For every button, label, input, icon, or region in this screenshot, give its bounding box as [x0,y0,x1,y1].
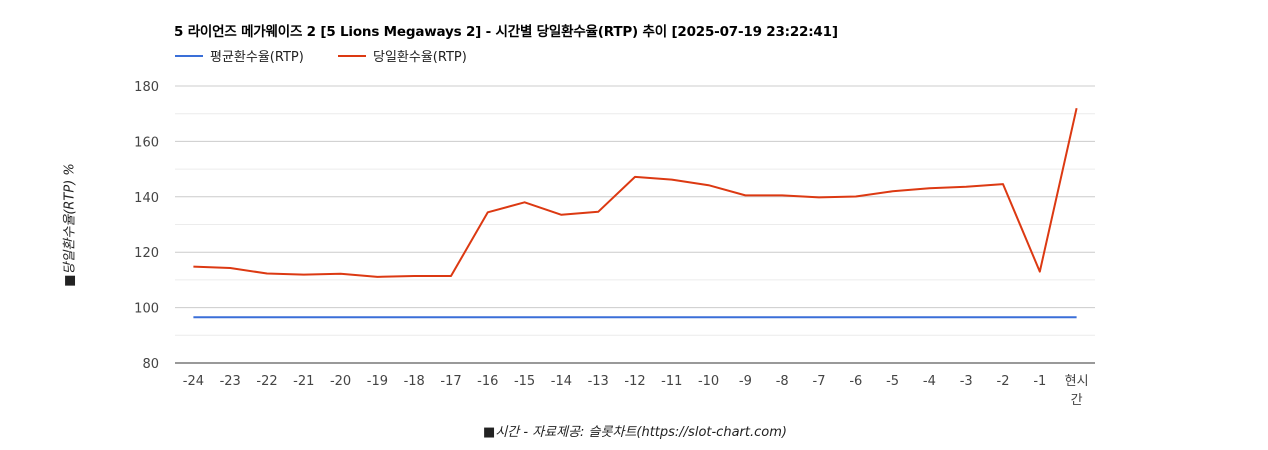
y-tick-label: 140 [134,191,159,206]
x-tick-label: -17 [440,374,461,389]
x-tick-label: -12 [624,374,645,389]
x-tick-label: -18 [404,374,425,389]
x-tick-label: -9 [739,374,752,389]
legend-swatch-average [175,54,203,57]
x-tick-label: -8 [776,374,789,389]
x-tick-label: -4 [923,374,936,389]
x-tick-label: -20 [330,374,351,389]
y-tick-label: 160 [134,135,159,150]
x-tick-label: -5 [886,374,899,389]
x-tick-label: -16 [477,374,498,389]
x-axis-label: ■시간 - 자료제공: 슬롯차트(https://slot-chart.com) [483,425,787,440]
legend-label-daily: 당일환수율(RTP) [373,50,467,65]
x-tick-label: -24 [183,374,204,389]
x-tick-label: -2 [997,374,1010,389]
x-tick-label: -3 [960,374,973,389]
y-tick-label: 180 [134,80,159,95]
legend-swatch-daily [338,54,366,57]
x-tick-label: -22 [256,374,277,389]
legend-item-daily-rtp[interactable]: 당일환수율(RTP) [338,46,467,65]
y-axis-label: ■당일환수율(RTP) % [62,163,78,287]
x-tick-label: -1 [1033,374,1046,389]
legend-item-average-rtp[interactable]: 평균환수율(RTP) [175,46,304,65]
y-tick-label: 100 [134,302,159,317]
y-tick-label: 80 [142,357,159,372]
x-tick-label: 현시 간 [1065,374,1089,408]
x-tick-label: -23 [220,374,241,389]
x-tick-label: -13 [588,374,609,389]
x-tick-label: -15 [514,374,535,389]
series-line-daily-rtp [193,107,1078,278]
x-tick-label: -10 [698,374,719,389]
chart-title: 5 라이언즈 메가웨이즈 2 [5 Lions Megaways 2] - 시간… [174,24,838,40]
x-tick-label: -19 [367,374,388,389]
x-tick-label: -14 [551,374,572,389]
y-tick-label: 120 [134,246,159,261]
x-tick-label: -11 [661,374,682,389]
legend-label-average: 평균환수율(RTP) [210,50,304,65]
x-tick-label: -6 [849,374,862,389]
x-tick-label: -21 [293,374,314,389]
x-tick-label: -7 [813,374,826,389]
